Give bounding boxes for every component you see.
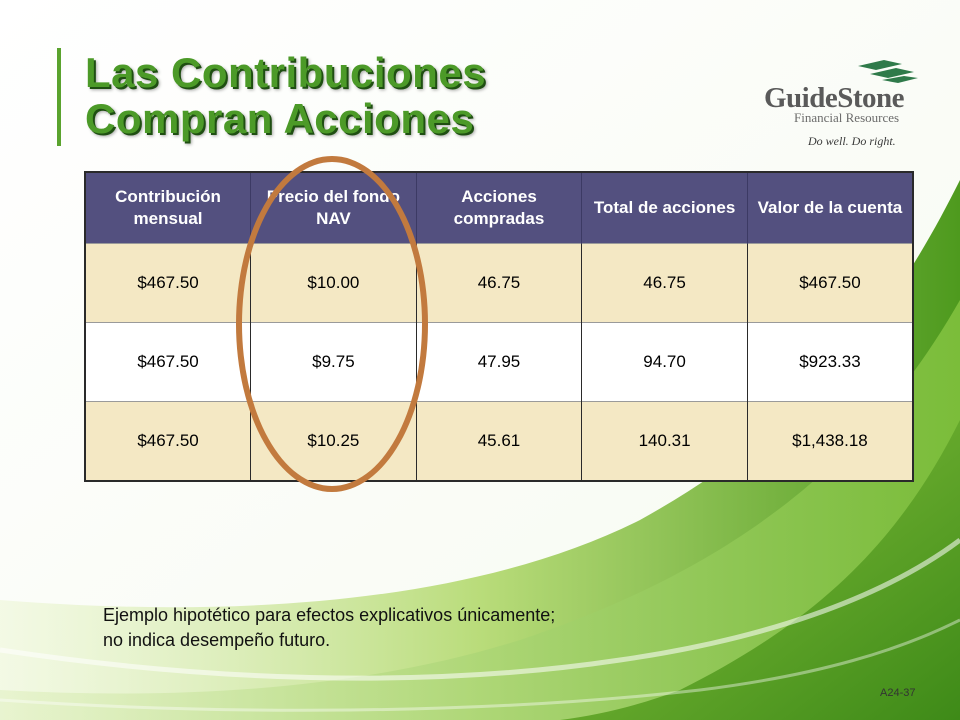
disclaimer-note: Ejemplo hipotético para efectos explicat… xyxy=(103,603,555,653)
highlight-oval xyxy=(236,156,428,492)
logo-subtitle: Financial Resources xyxy=(794,110,900,125)
table-row: $467.50 $10.25 45.61 140.31 $1,438.18 xyxy=(85,401,914,481)
header-contribucion: Contribución mensual xyxy=(85,172,252,244)
table-cell: $1,438.18 xyxy=(747,401,914,481)
table-cell: $467.50 xyxy=(85,322,252,402)
guidestone-mark-icon xyxy=(858,60,918,83)
disclaimer-line-2: no indica desempeño futuro. xyxy=(103,630,331,650)
table-cell: 46.75 xyxy=(416,243,583,323)
table-cell: $467.50 xyxy=(85,401,252,481)
header-valor-cuenta: Valor de la cuenta xyxy=(747,172,914,244)
table-cell: 140.31 xyxy=(581,401,748,481)
table-cell: 94.70 xyxy=(581,322,748,402)
contributions-table: Contribución mensual Precio del fondo NA… xyxy=(84,171,914,482)
slide-title-line-1: Las Contribuciones xyxy=(85,49,487,96)
table-header-row: Contribución mensual Precio del fondo NA… xyxy=(85,172,914,244)
table-row: $467.50 $9.75 47.95 94.70 $923.33 xyxy=(85,322,914,402)
table-cell: $467.50 xyxy=(747,243,914,323)
header-total-acciones: Total de acciones xyxy=(581,172,748,244)
guidestone-logo: GuideStone Financial Resources Do well. … xyxy=(760,58,930,153)
disclaimer-line-1: Ejemplo hipotético para efectos explicat… xyxy=(103,605,556,625)
table-cell: $467.50 xyxy=(85,243,252,323)
table-cell: 46.75 xyxy=(581,243,748,323)
logo-tagline: Do well. Do right. xyxy=(808,134,896,148)
logo-name: GuideStone xyxy=(764,82,905,114)
table-cell: 45.61 xyxy=(416,401,583,481)
table-row: $467.50 $10.00 46.75 46.75 $467.50 xyxy=(85,243,914,323)
title-accent-bar xyxy=(57,48,61,146)
header-acciones-compradas: Acciones compradas xyxy=(416,172,583,244)
slide-title: Las Contribuciones Compran Acciones xyxy=(85,50,486,142)
table-cell: 47.95 xyxy=(416,322,583,402)
table-cell: $923.33 xyxy=(747,322,914,402)
slide-id: A24-37 xyxy=(880,687,916,699)
slide-title-line-2: Compran Acciones xyxy=(85,95,475,142)
